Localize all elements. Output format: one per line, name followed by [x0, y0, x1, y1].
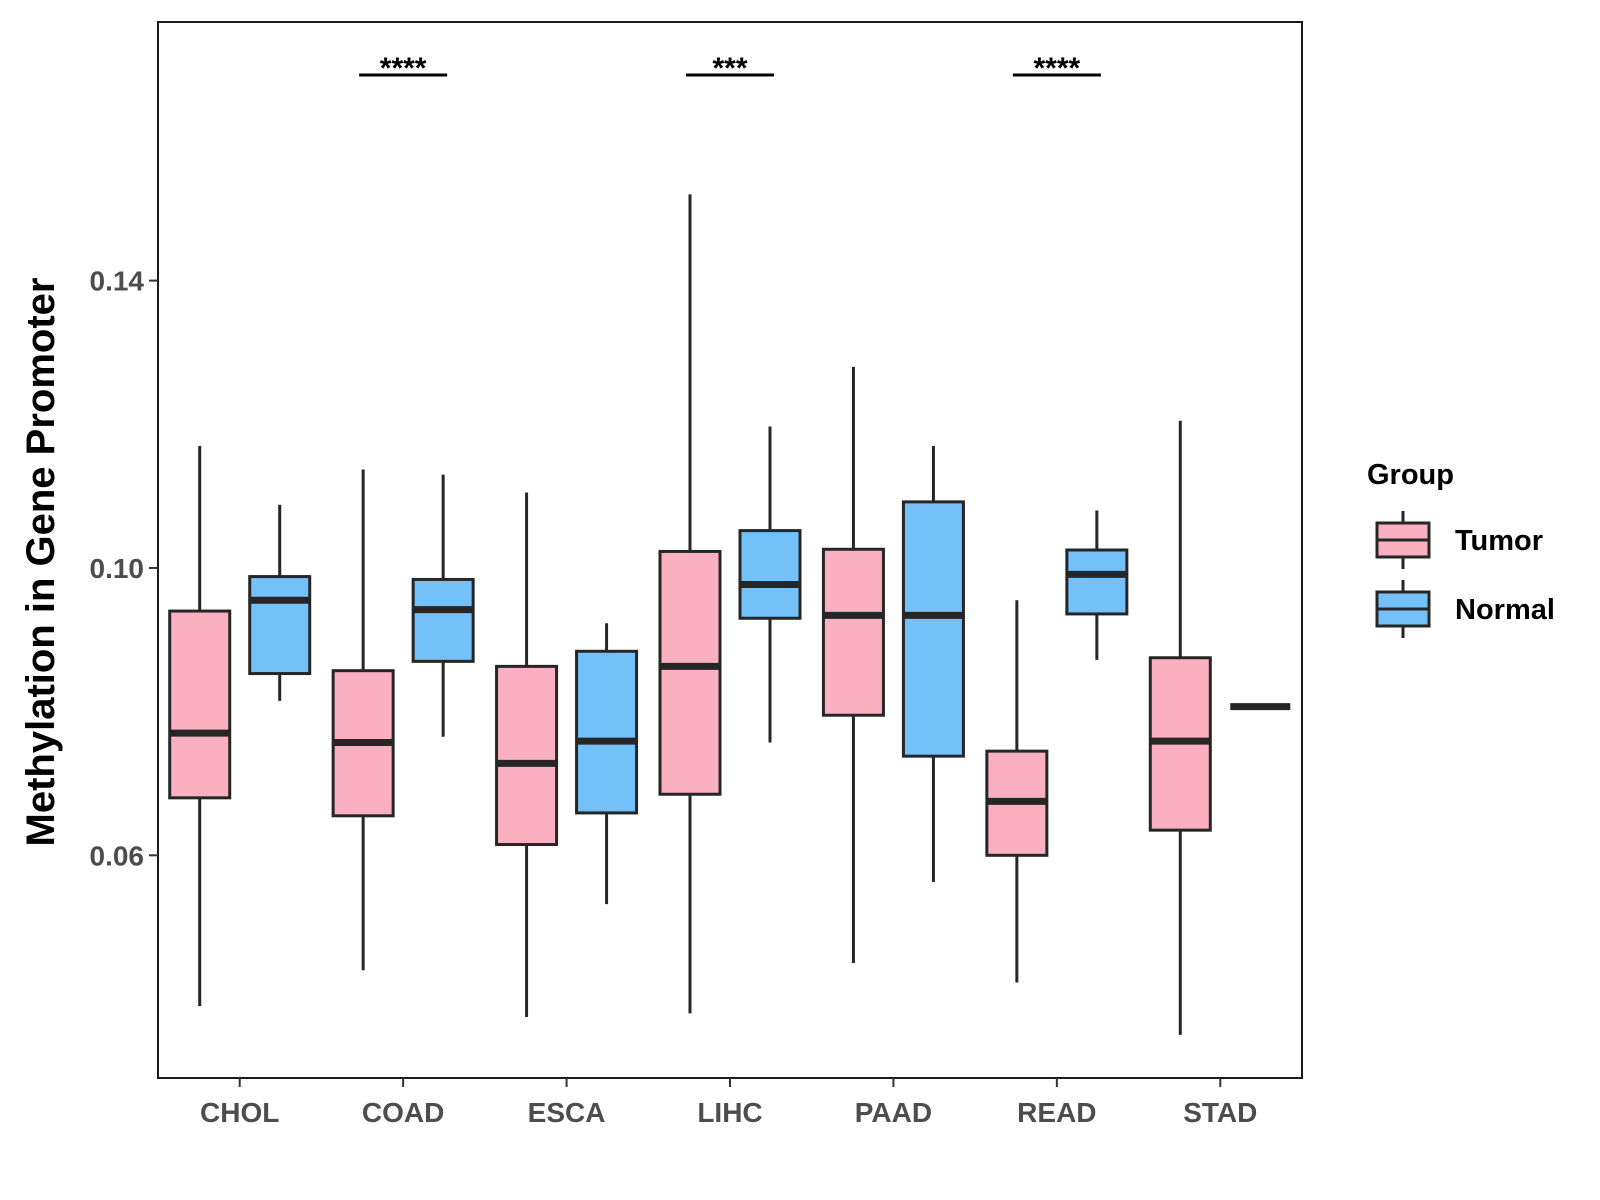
legend-item-normal: Normal — [1375, 580, 1555, 638]
box-tumor-chol — [168, 445, 232, 1007]
significance-read: **** — [1012, 52, 1101, 85]
significance-coad: **** — [359, 52, 448, 85]
x-tick-label: PAAD — [855, 1097, 932, 1128]
box-body — [1065, 548, 1129, 616]
box-body — [248, 575, 312, 676]
y-tick-label: 0.06 — [90, 840, 145, 871]
box-tumor-coad — [331, 469, 395, 971]
significance-label: *** — [712, 52, 747, 85]
box-normal-esca — [575, 623, 639, 905]
x-tick-label: LIHC — [697, 1097, 762, 1128]
legend-label: Tumor — [1455, 525, 1543, 557]
y-tick-label: 0.10 — [90, 553, 145, 584]
x-tick-label: ESCA — [528, 1097, 606, 1128]
box-body — [495, 664, 559, 847]
box-body — [901, 500, 965, 758]
y-axis-title: Methylation in Gene Promoter — [19, 278, 63, 847]
axes: 0.06 0.10 0.14 CHOL COAD ESCA LIHC PAAD READ STAD… — [19, 21, 1303, 1128]
legend-item-tumor: Tumor — [1375, 511, 1543, 569]
box-tumor-lihc — [658, 194, 722, 1014]
box-body — [658, 549, 722, 796]
significance-label: **** — [1034, 52, 1081, 85]
legend: Group Tumor Normal — [1367, 459, 1555, 638]
box-normal-chol — [248, 504, 312, 701]
box-body — [168, 609, 232, 800]
significance-lihc: *** — [686, 52, 774, 85]
x-tick-label: CHOL — [200, 1097, 279, 1128]
box-body — [411, 577, 475, 663]
box-body — [821, 547, 885, 717]
plot-area: **** *** **** — [168, 52, 1291, 1035]
significance-label: **** — [380, 52, 427, 85]
x-tick-label: STAD — [1183, 1097, 1257, 1128]
x-tick-label: READ — [1017, 1097, 1096, 1128]
box-tumor-read — [985, 600, 1049, 983]
box-tumor-esca — [495, 492, 559, 1017]
box-normal-coad — [411, 474, 475, 737]
x-tick-label: COAD — [362, 1097, 444, 1128]
box-normal-read — [1065, 510, 1129, 660]
legend-title: Group — [1367, 459, 1454, 491]
box-tumor-paad — [821, 366, 885, 964]
box-normal-lihc — [738, 426, 802, 743]
y-tick-label: 0.14 — [90, 266, 145, 297]
box-body — [738, 529, 802, 620]
box-normal-paad — [901, 445, 965, 882]
box-tumor-stad — [1148, 420, 1212, 1035]
box-body — [575, 649, 639, 815]
legend-label: Normal — [1455, 594, 1555, 626]
